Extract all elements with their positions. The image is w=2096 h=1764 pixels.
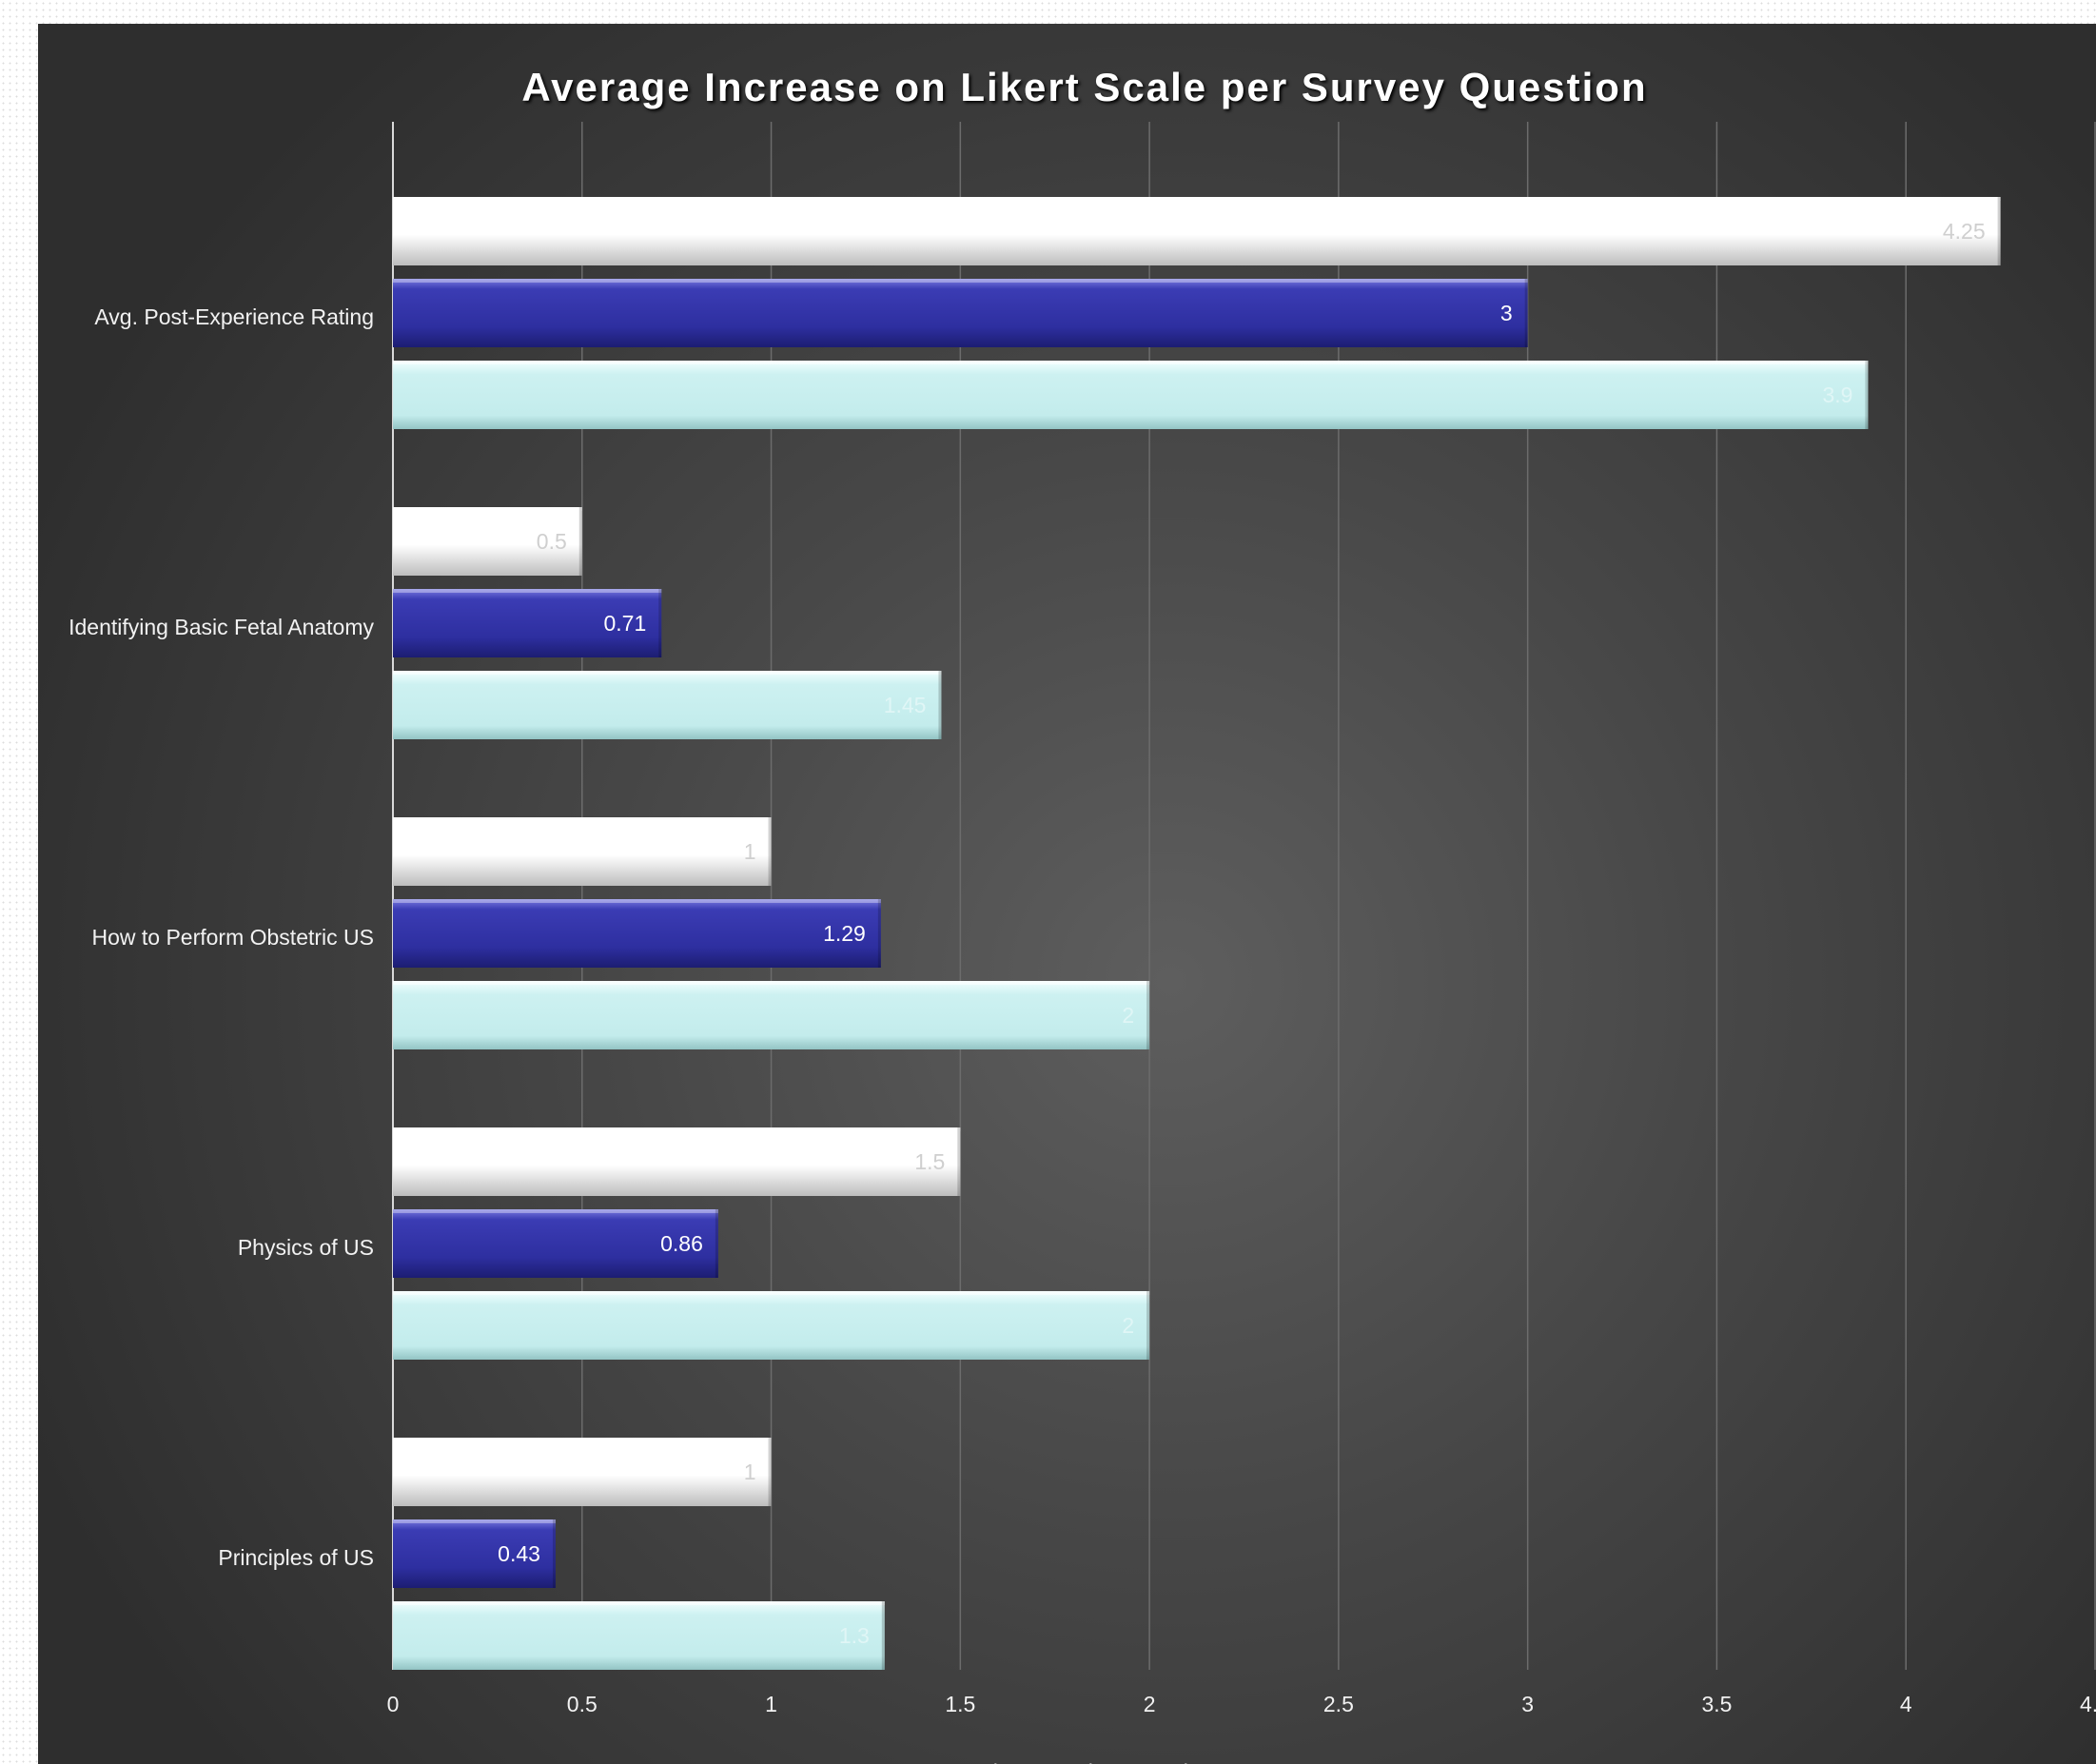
data-label: 1.3 (839, 1623, 870, 1648)
data-label: 2 (1122, 1313, 1134, 1338)
x-tick-label: 2 (1144, 1692, 1156, 1716)
data-label: 1.45 (884, 693, 927, 717)
bar-edge (768, 1438, 772, 1506)
legend-item-series1: Series1 (1136, 1758, 1224, 1764)
bar-series1 (393, 1601, 885, 1670)
bar-series3 (393, 507, 582, 576)
data-label: 0.71 (603, 611, 646, 636)
x-tick-label: 2.5 (1323, 1692, 1354, 1716)
category-label: Avg. Post-Experience Rating (94, 304, 374, 329)
bar-edge (877, 899, 881, 968)
data-label: 3.9 (1822, 382, 1852, 407)
legend-item-series2: Series2 (1041, 1758, 1128, 1764)
bar-highlight (393, 507, 582, 511)
bar-series2 (393, 899, 881, 968)
chart-title: Average Increase on Likert Scale per Sur… (521, 65, 1648, 109)
bar-series2 (393, 1209, 718, 1278)
bar-highlight (393, 361, 1869, 364)
bar-highlight (393, 197, 2001, 201)
x-tick-label: 1 (765, 1692, 777, 1716)
bar-highlight (393, 1209, 718, 1213)
data-label: 0.86 (660, 1231, 703, 1256)
data-label: 2 (1122, 1003, 1134, 1028)
x-tick-label: 4.5 (2080, 1692, 2096, 1716)
legend-item-series3: Series3 (946, 1758, 1033, 1764)
bar-series3 (393, 817, 772, 886)
bar-series2 (393, 1519, 556, 1588)
bar-edge (881, 1601, 885, 1670)
category-label: Principles of US (218, 1545, 374, 1570)
bar-series1 (393, 981, 1150, 1049)
data-label: 0.43 (498, 1541, 540, 1566)
x-tick-label: 0.5 (567, 1692, 597, 1716)
data-label: 1.29 (823, 921, 866, 946)
bar-edge (957, 1127, 961, 1196)
bar-edge (715, 1209, 718, 1278)
bar-highlight (393, 279, 1528, 283)
bar-edge (768, 817, 772, 886)
data-label: 1 (744, 839, 756, 864)
data-label: 1.5 (914, 1149, 945, 1174)
data-label: 1 (744, 1460, 756, 1484)
bar-series3 (393, 1127, 961, 1196)
x-tick-label: 0 (387, 1692, 400, 1716)
bar-edge (1146, 981, 1150, 1049)
data-label: 3 (1500, 301, 1513, 325)
bar-highlight (393, 1601, 885, 1605)
category-label: How to Perform Obstetric US (91, 925, 374, 950)
category-label: Physics of US (238, 1235, 374, 1260)
bar-highlight (393, 981, 1150, 985)
bar-highlight (393, 589, 662, 593)
legend: Series3 Series2 Series1 (38, 1757, 2096, 1764)
bar-edge (552, 1519, 556, 1588)
bar-edge (658, 589, 662, 657)
data-label: 4.25 (1943, 219, 1986, 244)
bar-highlight (393, 671, 942, 675)
chart-panel: Average Increase on Likert Scale per Sur… (38, 24, 2096, 1764)
x-tick-label: 4 (1900, 1692, 1912, 1716)
bar-highlight (393, 1438, 772, 1441)
bar-edge (1524, 279, 1528, 347)
plot-area: 0 0.5 1 1.5 2 2.5 3 3.5 4 4.5 Avg. Post-Experience… (69, 122, 2096, 1716)
x-tick-label: 3 (1521, 1692, 1534, 1716)
bar-highlight (393, 899, 881, 903)
category-label: Identifying Basic Fetal Anatomy (69, 615, 374, 639)
bar-series3 (393, 1438, 772, 1506)
bar-series3 (393, 197, 2001, 265)
bar-edge (1997, 197, 2001, 265)
bar-highlight (393, 817, 772, 821)
bar-highlight (393, 1127, 961, 1131)
bar-edge (578, 507, 582, 576)
bar-highlight (393, 1291, 1150, 1295)
bar-series1 (393, 671, 942, 739)
bar-series1 (393, 361, 1869, 429)
legend-label: Series1 (1149, 1759, 1224, 1764)
bar-series2 (393, 279, 1528, 347)
legend-label: Series2 (1054, 1759, 1128, 1764)
bar-series1 (393, 1291, 1150, 1360)
legend-label: Series3 (959, 1759, 1033, 1764)
bar-series2 (393, 589, 662, 657)
data-label: 0.5 (537, 529, 567, 554)
bar-highlight (393, 1519, 556, 1523)
x-tick-label: 1.5 (945, 1692, 975, 1716)
bar-edge (938, 671, 942, 739)
bar-edge (1865, 361, 1869, 429)
x-tick-label: 3.5 (1701, 1692, 1732, 1716)
bar-edge (1146, 1291, 1150, 1360)
